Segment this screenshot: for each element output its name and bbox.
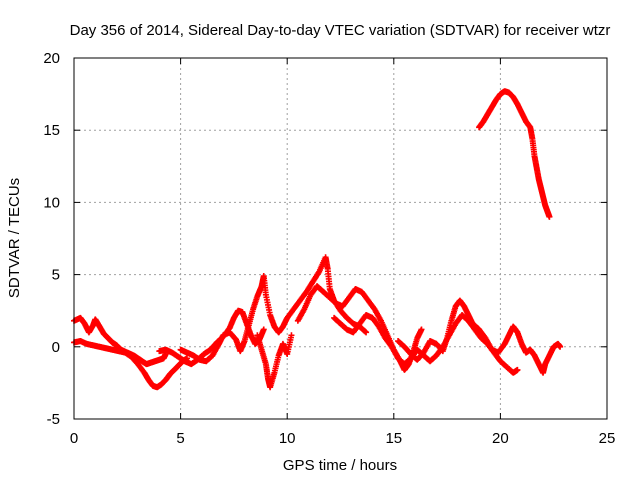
y-tick-label: 10 bbox=[43, 194, 60, 211]
series-arc-2 bbox=[71, 338, 190, 391]
x-tick-label: 15 bbox=[385, 430, 402, 447]
series-arc-8 bbox=[395, 297, 564, 376]
series-arc-4 bbox=[177, 254, 370, 365]
x-axis-label: GPS time / hours bbox=[283, 457, 397, 474]
series-arc-9 bbox=[476, 88, 553, 220]
x-tick-label: 25 bbox=[599, 430, 616, 447]
data-point bbox=[557, 343, 564, 350]
axis-ticks bbox=[73, 57, 608, 420]
data-point bbox=[514, 366, 521, 373]
chart-title: Day 356 of 2014, Sidereal Day-to-day VTE… bbox=[70, 22, 611, 39]
x-tick-label: 20 bbox=[492, 430, 509, 447]
y-tick-label: 15 bbox=[43, 122, 60, 139]
x-tick-label: 5 bbox=[176, 430, 184, 447]
data-point bbox=[260, 326, 267, 333]
y-tick-label: 5 bbox=[52, 267, 60, 284]
data-series bbox=[71, 88, 564, 391]
data-point bbox=[363, 329, 370, 336]
x-tick-label: 10 bbox=[279, 430, 296, 447]
grid-lines bbox=[74, 58, 607, 419]
series-arc-5 bbox=[254, 332, 295, 391]
y-tick-labels: -5 0 5 10 15 20 bbox=[43, 50, 60, 428]
data-point bbox=[288, 332, 295, 339]
x-tick-labels: 0 5 10 15 20 25 bbox=[70, 430, 616, 447]
y-tick-label: 0 bbox=[52, 339, 60, 356]
y-tick-label: 20 bbox=[43, 50, 60, 67]
y-axis-label: SDTVAR / TECUs bbox=[6, 178, 23, 298]
y-tick-label: -5 bbox=[47, 411, 60, 428]
data-point bbox=[546, 213, 553, 220]
plot-area-frame bbox=[73, 57, 608, 420]
data-point bbox=[418, 326, 425, 333]
x-tick-label: 0 bbox=[70, 430, 78, 447]
